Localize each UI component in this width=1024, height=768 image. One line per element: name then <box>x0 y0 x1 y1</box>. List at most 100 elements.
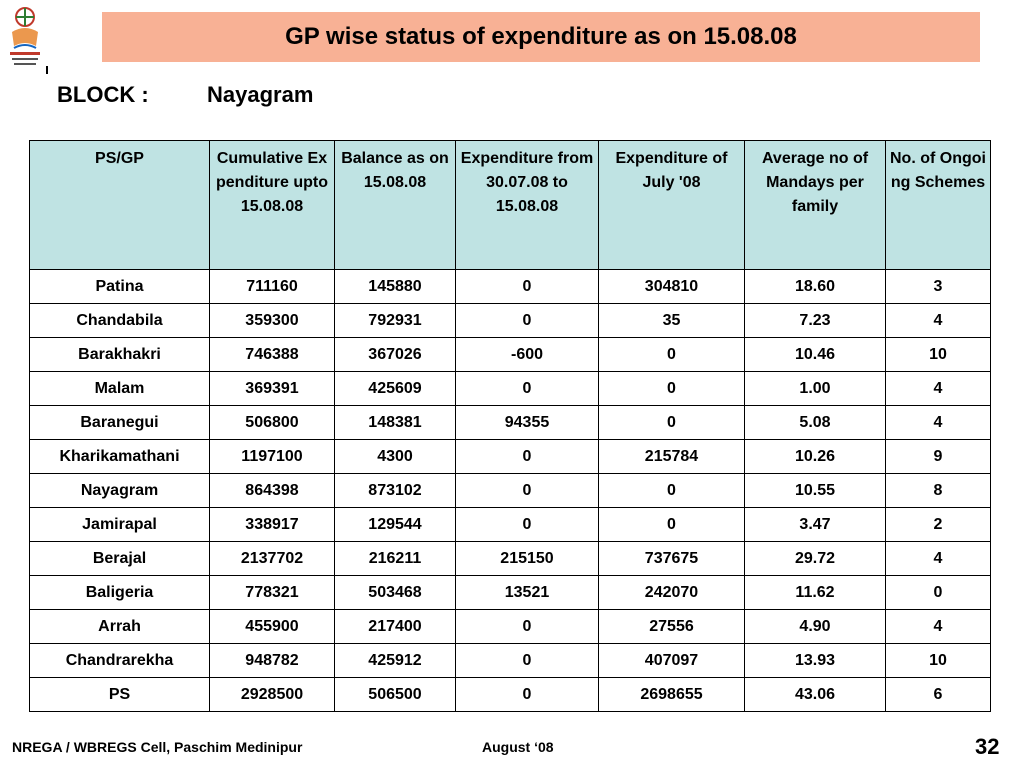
column-header: Expenditure of July '08 <box>598 140 745 270</box>
table-cell: 0 <box>455 439 599 474</box>
table-cell: 455900 <box>209 609 335 644</box>
gp-name-cell: Berajal <box>29 541 210 576</box>
column-header: Expenditure from 30.07.08 to 15.08.08 <box>455 140 599 270</box>
table-cell: 9 <box>885 439 991 474</box>
table-cell: 1197100 <box>209 439 335 474</box>
table-row: Arrah 455900 217400 0 27556 4.90 4 <box>29 609 991 644</box>
table-cell: 4 <box>885 609 991 644</box>
table-cell: 145880 <box>334 269 456 304</box>
table-cell: 11.62 <box>744 575 886 610</box>
table-cell: 242070 <box>598 575 745 610</box>
table-cell: 0 <box>598 371 745 406</box>
footer-date: August ‘08 <box>482 739 554 755</box>
table-cell: 2137702 <box>209 541 335 576</box>
table-cell: 873102 <box>334 473 456 508</box>
table-cell: 948782 <box>209 643 335 678</box>
column-header: Average no of Mandays per family <box>744 140 886 270</box>
gp-name-cell: Jamirapal <box>29 507 210 542</box>
table-cell: 3.47 <box>744 507 886 542</box>
gp-name-cell: Baligeria <box>29 575 210 610</box>
divider <box>46 66 48 74</box>
table-row: Nayagram 864398 873102 0 0 10.55 8 <box>29 473 991 508</box>
table-cell: 425912 <box>334 643 456 678</box>
expenditure-table: PS/GP Cumulative Expenditure upto 15.08.… <box>29 140 991 712</box>
gp-name-cell: Kharikamathani <box>29 439 210 474</box>
table-cell: 864398 <box>209 473 335 508</box>
gp-name-cell: Nayagram <box>29 473 210 508</box>
table-cell: 4 <box>885 541 991 576</box>
table-cell: 0 <box>598 507 745 542</box>
table-cell: 27556 <box>598 609 745 644</box>
table-cell: 6 <box>885 677 991 712</box>
gp-name-cell: Arrah <box>29 609 210 644</box>
table-row: Baligeria 778321 503468 13521 242070 11.62 0 <box>29 575 991 610</box>
gp-name-cell: Barakhakri <box>29 337 210 372</box>
table-cell: 0 <box>598 405 745 440</box>
table-cell: 129544 <box>334 507 456 542</box>
column-header: PS/GP <box>29 140 210 270</box>
table-cell: 0 <box>455 473 599 508</box>
table-cell: 0 <box>455 303 599 338</box>
table-cell: 746388 <box>209 337 335 372</box>
table-cell: 0 <box>455 677 599 712</box>
table-cell: 3 <box>885 269 991 304</box>
table-cell: 18.60 <box>744 269 886 304</box>
table-cell: 94355 <box>455 405 599 440</box>
table-cell: 711160 <box>209 269 335 304</box>
table-cell: 506800 <box>209 405 335 440</box>
table-cell: 215150 <box>455 541 599 576</box>
table-cell: 148381 <box>334 405 456 440</box>
nrega-logo <box>4 4 46 70</box>
table-cell: 0 <box>885 575 991 610</box>
table-cell: 0 <box>598 473 745 508</box>
table-cell: 0 <box>455 609 599 644</box>
column-header: Balance as on 15.08.08 <box>334 140 456 270</box>
table-cell: 0 <box>598 337 745 372</box>
table-cell: 4 <box>885 405 991 440</box>
table-cell: 217400 <box>334 609 456 644</box>
table-cell: 215784 <box>598 439 745 474</box>
gp-name-cell: Chandabila <box>29 303 210 338</box>
table-cell: 216211 <box>334 541 456 576</box>
block-value: Nayagram <box>207 82 314 107</box>
table-row: Berajal 2137702 216211 215150 737675 29.72 4 <box>29 541 991 576</box>
table-row: PS 2928500 506500 0 2698655 43.06 6 <box>29 677 991 712</box>
table-cell: 13.93 <box>744 643 886 678</box>
table-cell: 2928500 <box>209 677 335 712</box>
table-cell: 5.08 <box>744 405 886 440</box>
table-row: Patina 711160 145880 0 304810 18.60 3 <box>29 269 991 304</box>
table-cell: 4 <box>885 371 991 406</box>
table-cell: 369391 <box>209 371 335 406</box>
table-cell: 8 <box>885 473 991 508</box>
table-row: Jamirapal 338917 129544 0 0 3.47 2 <box>29 507 991 542</box>
table-cell: 304810 <box>598 269 745 304</box>
table-cell: 10 <box>885 337 991 372</box>
table-cell: 13521 <box>455 575 599 610</box>
table-row: Chandabila 359300 792931 0 35 7.23 4 <box>29 303 991 338</box>
header-row: PS/GP Cumulative Expenditure upto 15.08.… <box>29 140 991 270</box>
column-header: No. of Ongoing Schemes <box>885 140 991 270</box>
footer-source: NREGA / WBREGS Cell, Paschim Medinipur <box>12 739 303 755</box>
table-cell: 503468 <box>334 575 456 610</box>
column-header: Cumulative Expenditure upto 15.08.08 <box>209 140 335 270</box>
table-cell: 35 <box>598 303 745 338</box>
page-title: GP wise status of expenditure as on 15.0… <box>285 23 797 50</box>
block-row: BLOCK : Nayagram <box>57 82 313 108</box>
gp-name-cell: Malam <box>29 371 210 406</box>
gp-name-cell: Patina <box>29 269 210 304</box>
table-cell: 506500 <box>334 677 456 712</box>
table-cell: 737675 <box>598 541 745 576</box>
table-cell: 338917 <box>209 507 335 542</box>
table-cell: 10.46 <box>744 337 886 372</box>
table-row: Baranegui 506800 148381 94355 0 5.08 4 <box>29 405 991 440</box>
gp-name-cell: Baranegui <box>29 405 210 440</box>
table-cell: 0 <box>455 507 599 542</box>
table-cell: 778321 <box>209 575 335 610</box>
table-cell: 29.72 <box>744 541 886 576</box>
table-row: Malam 369391 425609 0 0 1.00 4 <box>29 371 991 406</box>
table-cell: 425609 <box>334 371 456 406</box>
table-cell: 4300 <box>334 439 456 474</box>
table-cell: 7.23 <box>744 303 886 338</box>
table-cell: 4 <box>885 303 991 338</box>
gp-name-cell: PS <box>29 677 210 712</box>
